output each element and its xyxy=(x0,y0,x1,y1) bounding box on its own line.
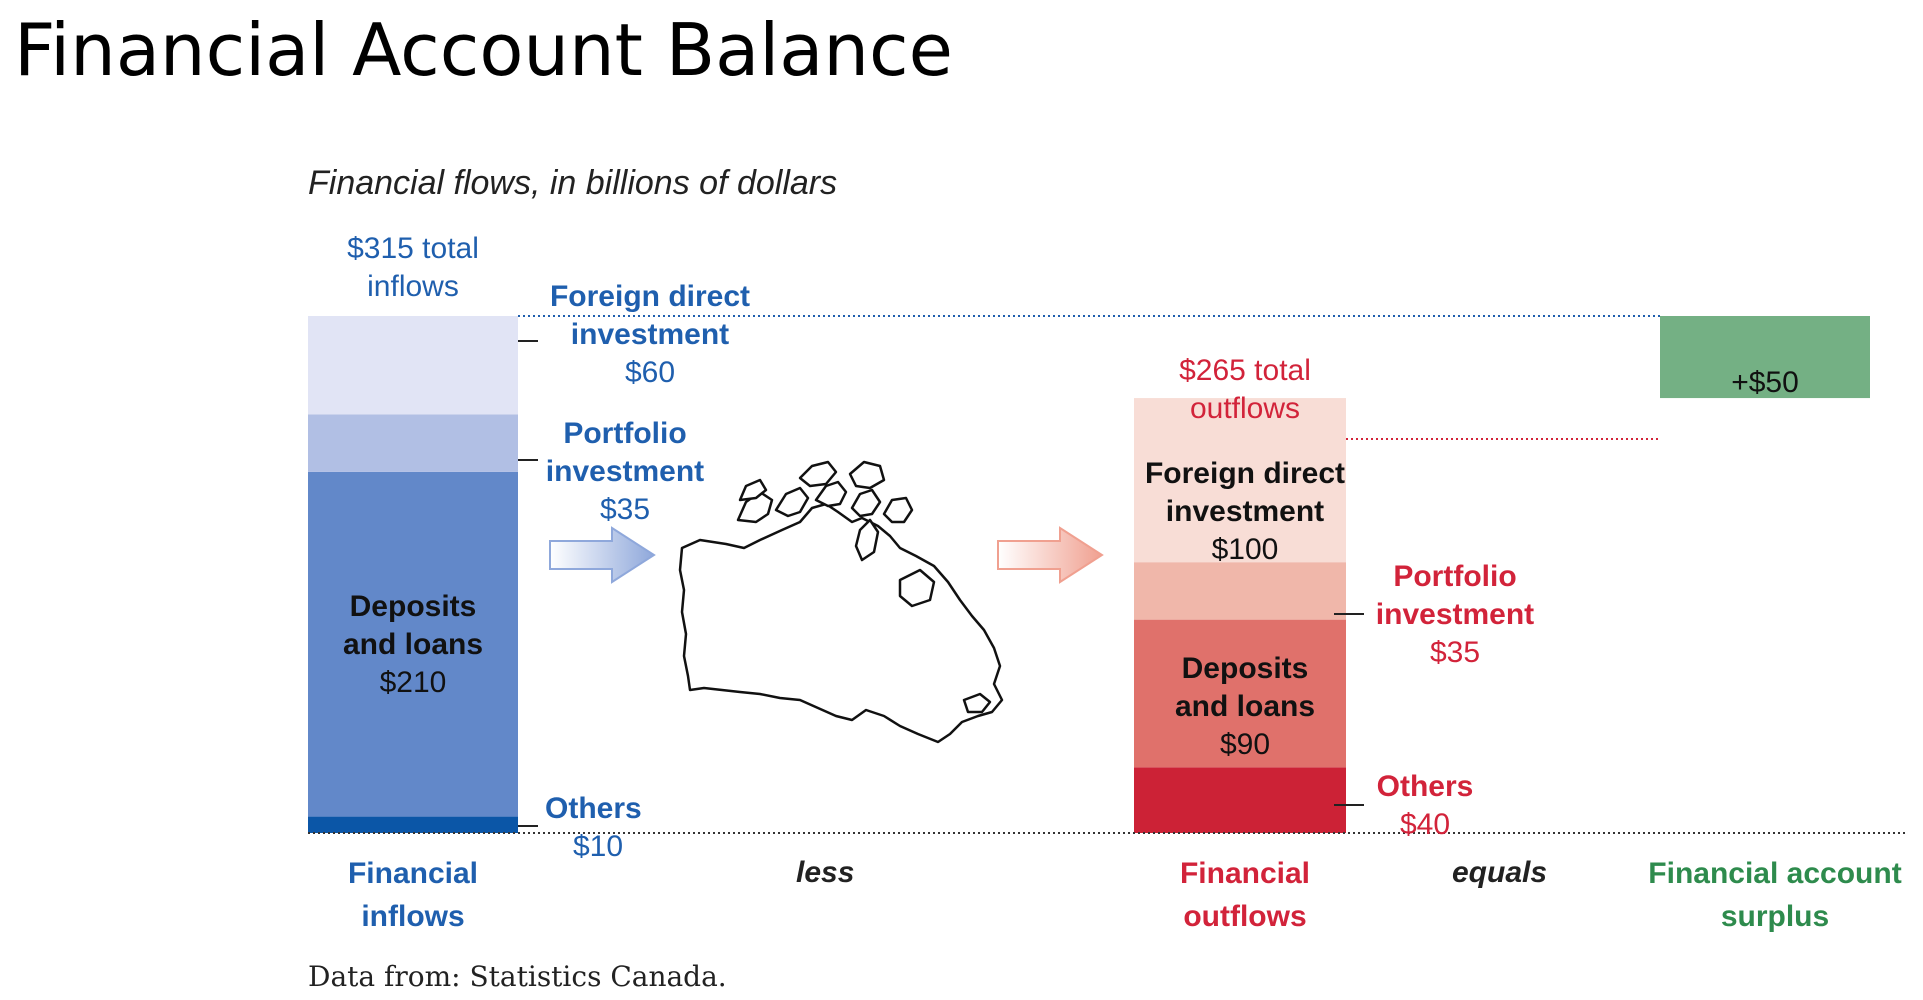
outflow-others-label: Others $40 xyxy=(1376,770,1474,841)
inflow-arrow-icon xyxy=(549,526,656,584)
outflow-fdi-segment xyxy=(1134,398,1346,563)
inflow-deposits-segment xyxy=(308,471,518,817)
inflow-fdi-label: Foreign direct investment $60 xyxy=(549,280,751,389)
outflow-stack xyxy=(1134,398,1346,833)
category-label-surplus: Financial account surplus xyxy=(1648,857,1902,933)
chart-title: Financial flows, in billions of dollars xyxy=(308,164,838,202)
inflow-stack xyxy=(308,316,518,833)
inflow-fdi-segment xyxy=(308,316,518,415)
surplus-value-label: +$50 xyxy=(1731,366,1799,399)
outflow-deposits-segment xyxy=(1134,619,1346,768)
inflow-deposits-label: Deposits and loans $210 xyxy=(342,590,484,699)
inflow-portfolio-label: Portfolio investment $35 xyxy=(545,417,705,526)
outflow-total-label: $265 total outflows xyxy=(1179,354,1311,425)
outflow-portfolio-label: Portfolio investment $35 xyxy=(1375,560,1535,669)
inflow-total-label: $315 total inflows xyxy=(347,232,479,303)
outflow-deposits-label: Deposits and loans $90 xyxy=(1174,652,1316,761)
inflow-portfolio-segment xyxy=(308,414,518,472)
slide-title: Financial Account Balance xyxy=(14,8,953,92)
connector-less: less xyxy=(796,856,855,889)
connector-equals: equals xyxy=(1452,856,1548,889)
category-label-inflows: Financial inflows xyxy=(347,857,479,933)
outflow-fdi-label: Foreign direct investment $100 xyxy=(1144,457,1346,566)
outflow-others-segment xyxy=(1134,767,1346,833)
inflow-others-segment xyxy=(308,816,518,833)
inflow-others-label: Others $10 xyxy=(545,792,642,863)
category-label-outflows: Financial outflows xyxy=(1179,857,1311,933)
source-note: Data from: Statistics Canada. xyxy=(308,960,727,993)
outflow-arrow-icon xyxy=(997,526,1104,584)
outflow-portfolio-segment xyxy=(1134,562,1346,620)
canada-map-icon xyxy=(678,460,1004,744)
surplus-bar xyxy=(1660,316,1870,399)
